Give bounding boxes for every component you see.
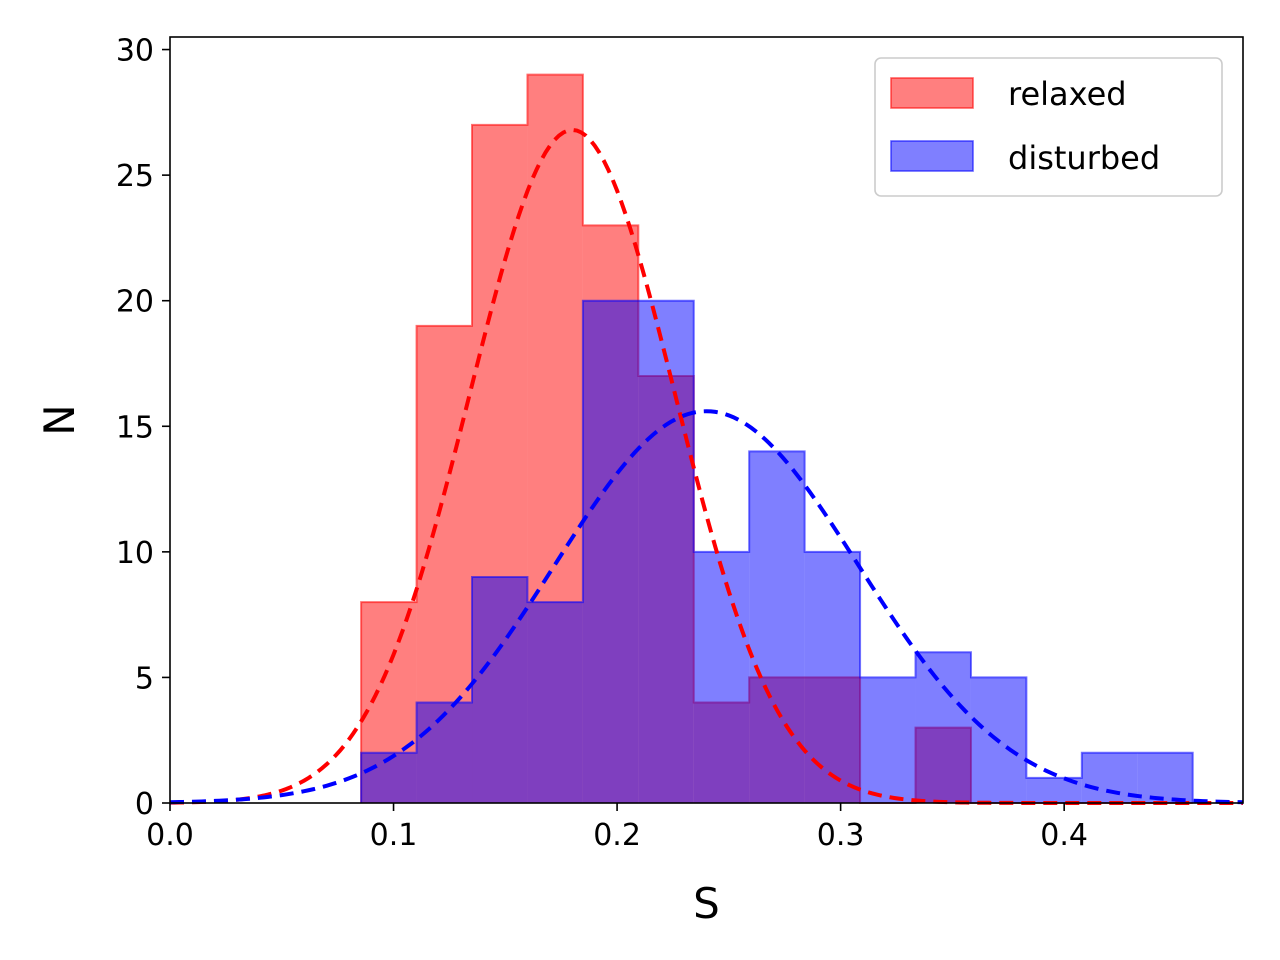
bar-disturbed-3 <box>527 602 583 803</box>
y-tick-label: 0 <box>135 787 154 822</box>
step-outline-disturbed <box>360 299 1194 803</box>
plot-frame <box>169 36 1244 804</box>
y-tick-label: 15 <box>116 410 154 445</box>
bar-disturbed-7 <box>749 451 805 803</box>
y-tick-label: 20 <box>116 285 154 320</box>
y-tick-label: 30 <box>116 34 154 69</box>
bar-disturbed-6 <box>693 551 750 803</box>
bar-disturbed-4 <box>582 300 639 803</box>
bar-disturbed-9 <box>860 677 916 803</box>
fit-curve-relaxed <box>169 127 1243 805</box>
fit-curve-disturbed <box>169 409 1244 805</box>
legend-label-relaxed: relaxed <box>1008 75 1127 113</box>
y-tick-label: 5 <box>135 661 154 696</box>
fit-curves <box>169 127 1244 805</box>
bar-disturbed-1 <box>416 702 473 803</box>
legend-label-disturbed: disturbed <box>1008 139 1160 177</box>
bar-disturbed-14 <box>1137 752 1193 803</box>
x-tick-label: 0.3 <box>817 818 865 853</box>
legend-swatch-relaxed <box>890 77 974 109</box>
legend: relaxed disturbed <box>874 57 1223 197</box>
y-axis-ticks: 0 5 10 15 20 25 30 <box>116 34 170 822</box>
x-axis-label: S <box>693 879 720 928</box>
y-tick-label: 10 <box>116 536 154 571</box>
x-tick-label: 0.4 <box>1040 818 1088 853</box>
series-disturbed <box>360 299 1194 803</box>
x-tick-label: 0.0 <box>146 818 194 853</box>
legend-swatch-disturbed <box>890 140 974 172</box>
bar-disturbed-8 <box>804 551 861 803</box>
bar-disturbed-10 <box>915 652 971 803</box>
x-tick-label: 0.2 <box>593 818 641 853</box>
bar-disturbed-2 <box>472 576 528 803</box>
y-tick-label: 25 <box>116 159 154 194</box>
y-axis-label: N <box>35 404 84 435</box>
bar-disturbed-5 <box>638 300 694 803</box>
x-tick-label: 0.1 <box>370 818 418 853</box>
x-axis-ticks: 0.0 0.1 0.2 0.3 0.4 <box>146 803 1088 853</box>
histogram-bars <box>360 73 1194 804</box>
